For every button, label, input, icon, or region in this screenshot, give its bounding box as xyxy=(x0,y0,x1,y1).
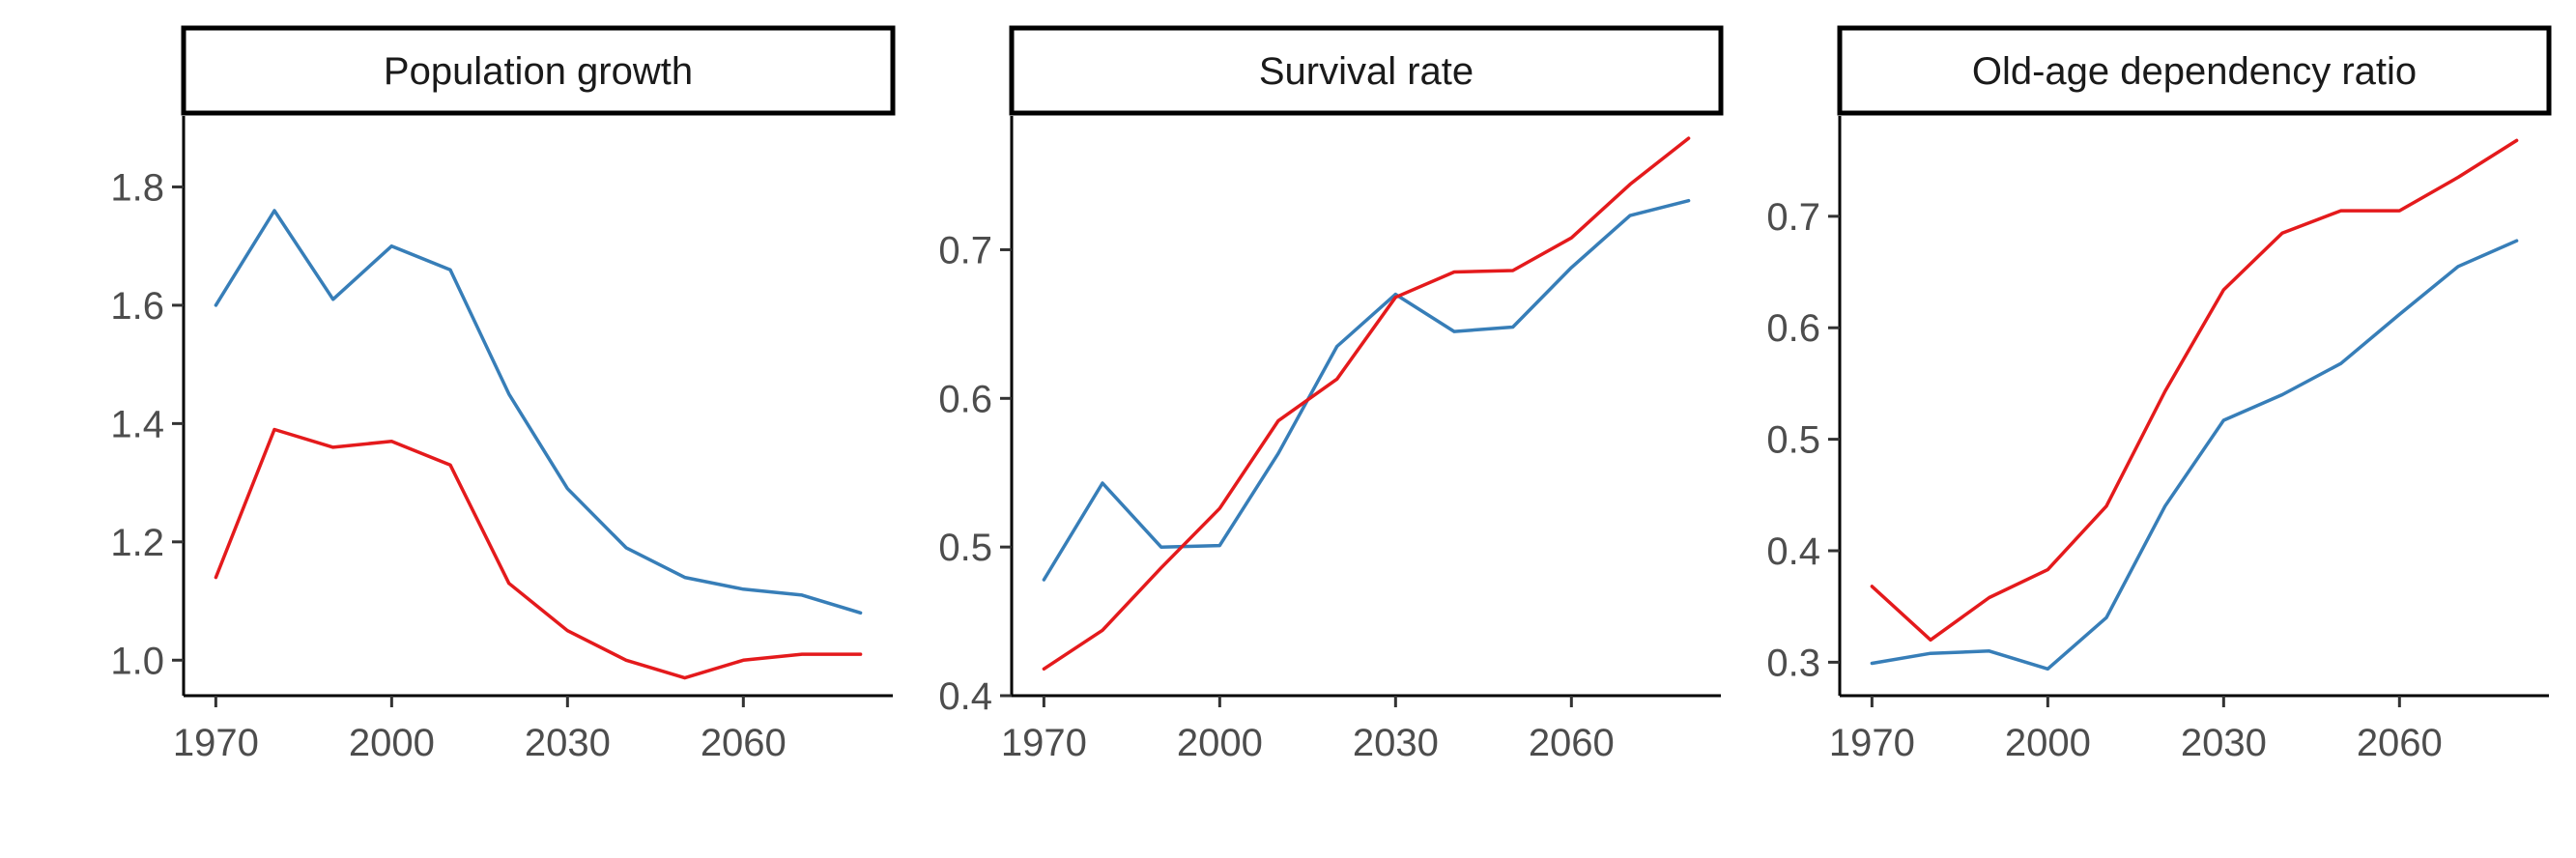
panel-2-title: Survival rate xyxy=(1259,50,1474,93)
panel-2-x-tick-label: 2060 xyxy=(1529,722,1615,764)
panel-2-x-tick-label: 2000 xyxy=(1177,722,1263,764)
panel-3-title: Old-age dependency ratio xyxy=(1972,50,2417,93)
panel-2-y-tick-label: 0.7 xyxy=(938,229,992,272)
panel-2-y-tick-label: 0.6 xyxy=(938,378,992,420)
panel-1-title: Population growth xyxy=(384,50,693,93)
panel-3-y-tick-label: 0.7 xyxy=(1766,196,1820,239)
panel-1-x-tick-label: 2030 xyxy=(525,722,611,764)
panel-2-strip xyxy=(1009,25,1724,116)
panel-3-series-2-line xyxy=(1870,138,2519,643)
panel-1-y-tick-label: 1.2 xyxy=(110,522,164,564)
panel-1-y-tick-label: 1.0 xyxy=(110,640,164,682)
panel-2-x-tick-label: 2030 xyxy=(1353,722,1439,764)
panel-3-x-tick-label: 2000 xyxy=(2005,722,2091,764)
panel-1-y-tick-label: 1.8 xyxy=(110,166,164,209)
panel-3-x-tick-label: 2030 xyxy=(2181,722,2267,764)
panel-2-y-tick-label: 0.4 xyxy=(938,675,992,718)
panel-3-series-1-line xyxy=(1870,239,2519,672)
panel-3-x-tick-label: 1970 xyxy=(1829,722,1915,764)
panel-1-y-tick-label: 1.6 xyxy=(110,285,164,328)
panel-2-series-2-line xyxy=(1042,136,1691,672)
panel-1-x-tick-label: 1970 xyxy=(173,722,259,764)
panel-3-y-tick-label: 0.4 xyxy=(1766,530,1820,573)
panel-3-y-tick-label: 0.3 xyxy=(1766,642,1820,684)
panel-1-y-tick-label: 1.4 xyxy=(110,403,164,445)
panel-1-strip xyxy=(181,25,896,116)
panel-2-y-tick-label: 0.5 xyxy=(938,527,992,569)
panel-3-y-tick-label: 0.6 xyxy=(1766,307,1820,350)
panel-1-series-1-line xyxy=(214,209,863,615)
panel-1-series-2-line xyxy=(214,427,863,680)
panel-2-x-tick-label: 1970 xyxy=(1001,722,1087,764)
panel-1-x-tick-label: 2060 xyxy=(701,722,787,764)
panel-1-x-tick-label: 2000 xyxy=(349,722,435,764)
panel-3-y-tick-label: 0.5 xyxy=(1766,419,1820,462)
panel-3-x-tick-label: 2060 xyxy=(2357,722,2443,764)
panel-2-series-1-line xyxy=(1042,198,1691,582)
panel-3-strip xyxy=(1837,25,2552,116)
